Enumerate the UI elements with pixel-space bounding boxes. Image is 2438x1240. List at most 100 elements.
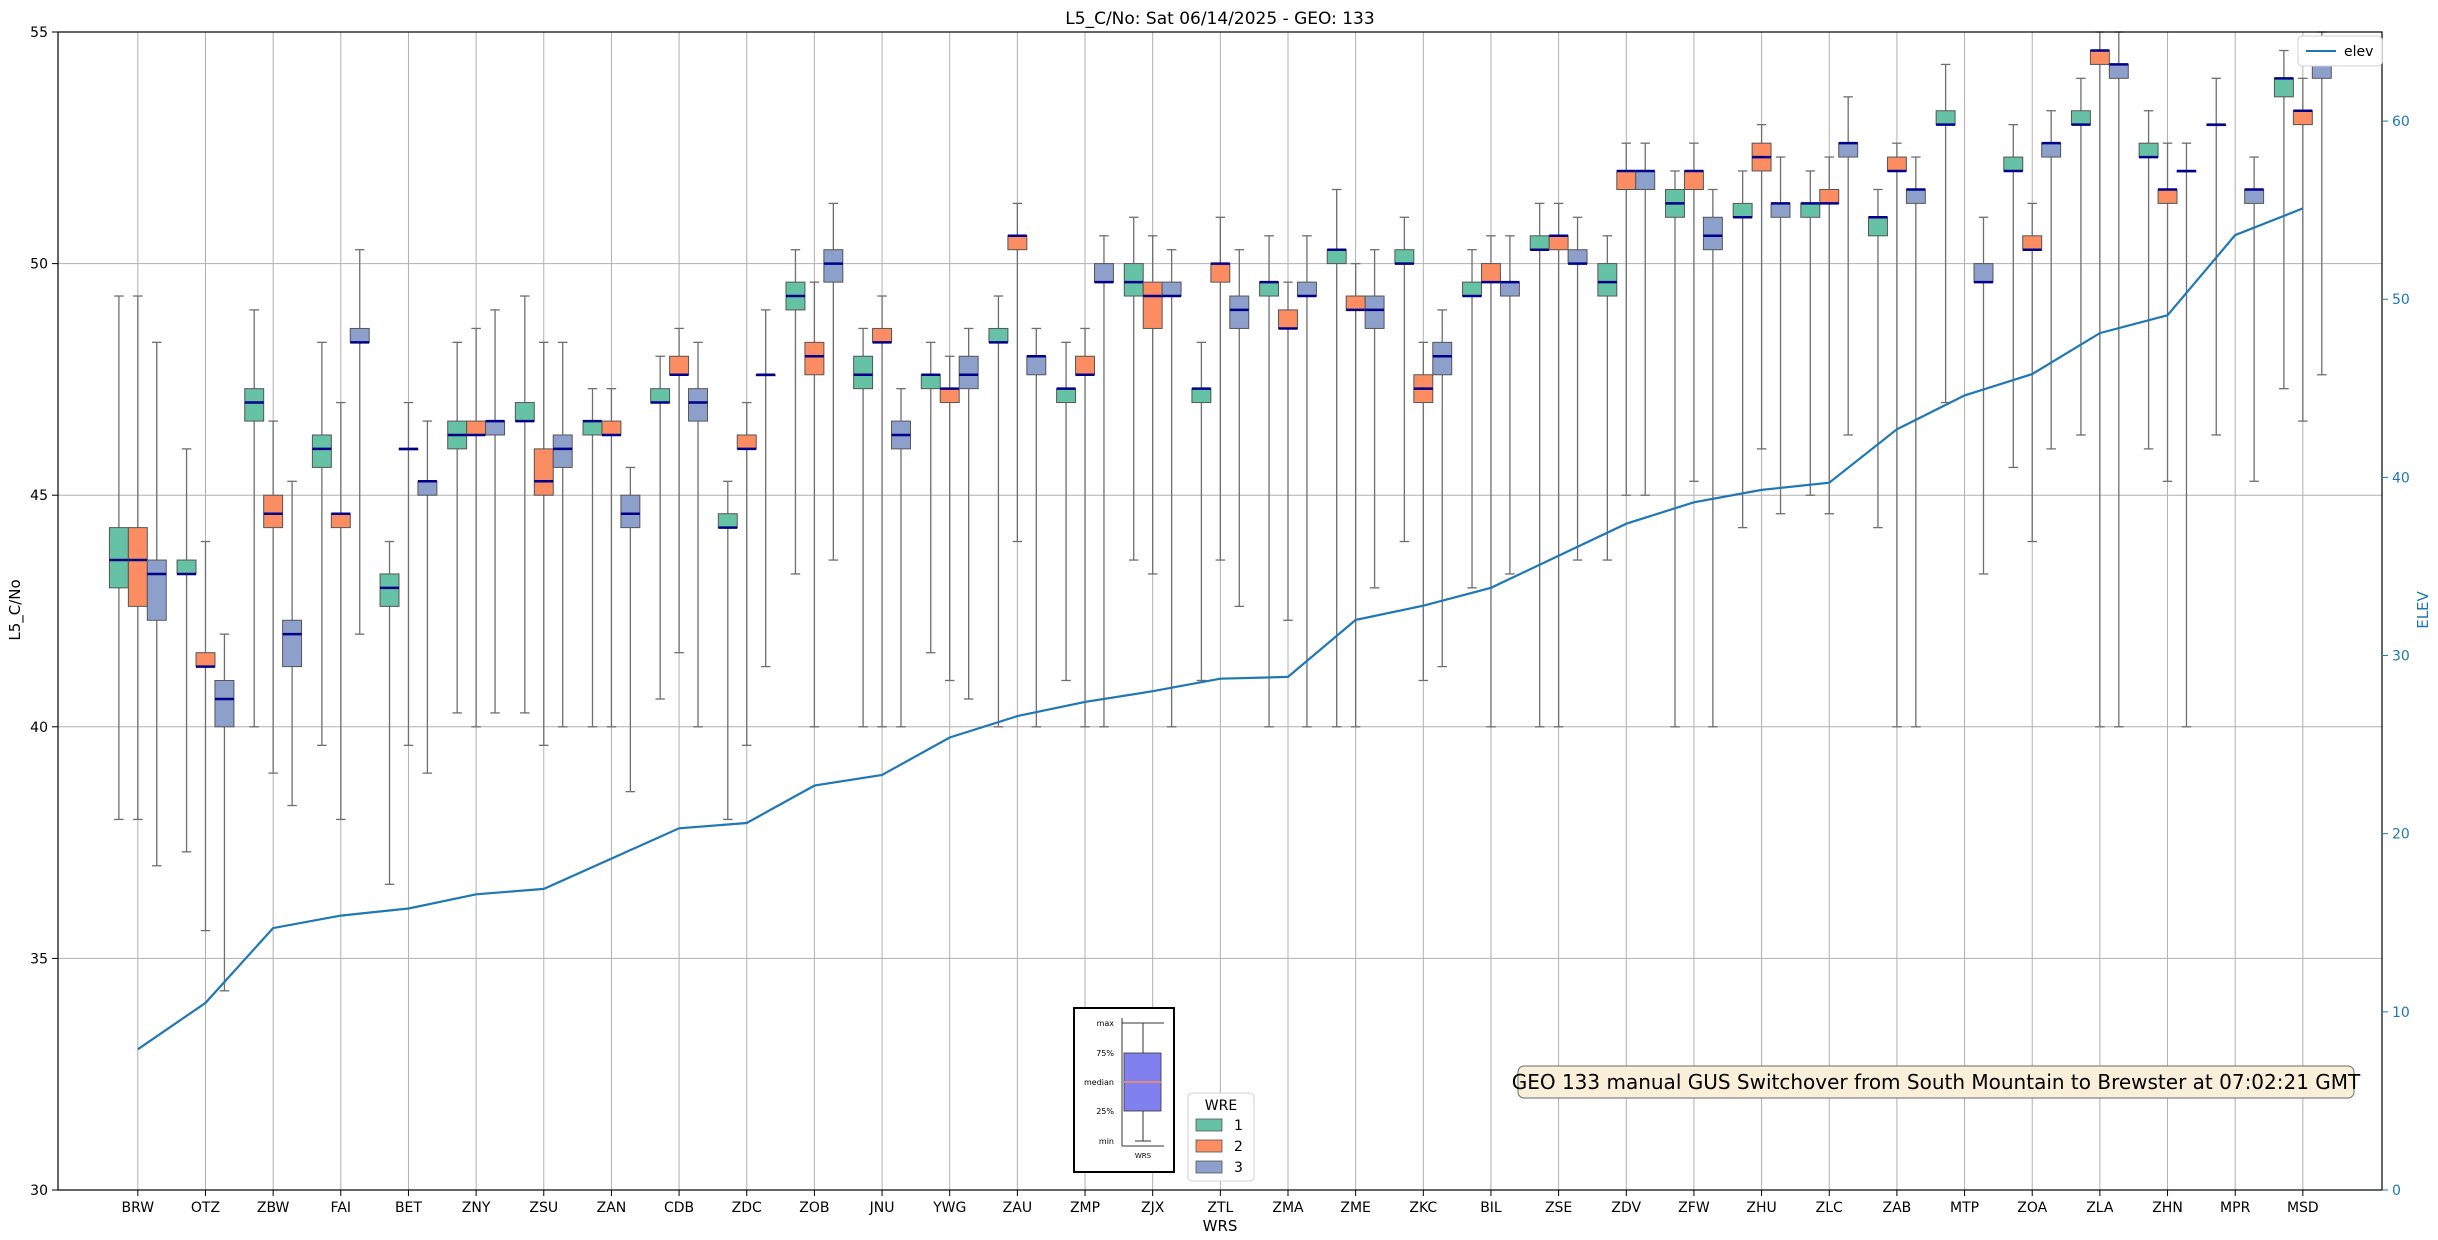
box-wre2-zjx [1142, 235, 1163, 575]
box-iqr [1123, 263, 1144, 297]
box-wre3-fai [349, 249, 370, 635]
box-wre2-zab [1886, 142, 1907, 728]
wre-legend-label-2: 2 [1234, 1139, 1243, 1155]
box-wre2-zau [1007, 202, 1028, 543]
x-tick-label: JNU [869, 1200, 895, 1216]
box-iqr [736, 434, 757, 450]
box-wre3-zme [1364, 249, 1385, 589]
box-iqr [1905, 188, 1926, 204]
inset-label-min: min [1099, 1137, 1114, 1146]
box-iqr [2041, 142, 2062, 158]
box-iqr [1548, 235, 1569, 251]
x-tick-label: MTP [1950, 1200, 1979, 1216]
box-wre1-zbw [244, 309, 265, 728]
box-iqr [1800, 202, 1821, 218]
box-iqr [717, 513, 738, 529]
wre-legend: WRE 1 2 3 [1187, 1092, 1255, 1182]
box-iqr [195, 652, 216, 668]
box-iqr [620, 494, 641, 529]
box-iqr [2022, 235, 2043, 251]
box-iqr [1597, 263, 1618, 297]
box-wre1-jnu [853, 327, 874, 728]
box-iqr [1161, 281, 1182, 297]
box-wre3-zlc [1838, 96, 1859, 436]
box-iqr [1838, 142, 1859, 158]
box-wre1-zdc [717, 480, 738, 821]
box-iqr [311, 434, 332, 468]
y-tick-label: 30 [30, 1183, 48, 1199]
box-wre1-zoa [2003, 123, 2024, 469]
box-iqr [988, 327, 1009, 343]
box-iqr [108, 527, 129, 589]
box-wre3-zny [485, 309, 506, 714]
box-wre2-zmp [1075, 327, 1095, 728]
x-tick-label: CDB [664, 1200, 694, 1216]
box-wre3-zjx [1161, 249, 1182, 728]
y2-tick-label: 0 [2392, 1183, 2401, 1199]
box-wre2-ywg [939, 355, 960, 682]
x-tick-label: ZOA [2017, 1200, 2047, 1216]
y2-tick-label: 30 [2392, 649, 2410, 665]
x-tick-label: ZSE [1545, 1200, 1572, 1216]
box-wre3-zla [2108, 31, 2129, 728]
box-wre1-zfw [1665, 170, 1685, 728]
box-iqr [466, 420, 487, 436]
elev-line [137, 207, 2304, 1051]
box-wre2-zbw [263, 420, 284, 774]
y-tick-label: 50 [30, 257, 48, 273]
box-wre2-zkc [1413, 341, 1434, 682]
y2-tick-label: 10 [2392, 1005, 2410, 1021]
box-iqr [1296, 281, 1317, 297]
box-wre2-cdb [669, 327, 690, 654]
box-iqr [379, 573, 400, 607]
box-wre3-ywg [958, 327, 979, 700]
y2-tick-label: 50 [2392, 292, 2410, 308]
wre-legend-label-1: 1 [1234, 1118, 1243, 1134]
box-iqr [2157, 188, 2178, 204]
box-iqr [244, 388, 265, 422]
switchover-annotation: GEO 133 manual GUS Switchover from South… [1512, 1065, 2361, 1099]
box-iqr [1935, 110, 1956, 126]
box-iqr [601, 420, 622, 436]
box-wre1-ywg [920, 341, 941, 654]
box-wre2-zse [1548, 202, 1569, 728]
y-tick-label: 40 [30, 720, 48, 736]
box-iqr [2273, 77, 2294, 98]
annotation-text: GEO 133 manual GUS Switchover from South… [1512, 1070, 2361, 1094]
x-tick-label: MSD [2287, 1200, 2319, 1216]
box-wre2-zan [601, 388, 622, 728]
box-wre3-zoa [2041, 110, 2062, 450]
box-wre1-mpr [2206, 77, 2227, 436]
box-wre1-brw [108, 295, 129, 821]
x-tick-label: ZJX [1141, 1200, 1165, 1216]
x-tick-label: ZAN [597, 1200, 627, 1216]
box-iqr [1142, 281, 1163, 329]
x-tick-label: ZHN [2152, 1200, 2183, 1216]
box-iqr [1364, 295, 1385, 329]
box-wre2-ztl [1210, 216, 1231, 561]
inset-label-q3: 75% [1096, 1049, 1114, 1058]
box-iqr [2292, 110, 2313, 126]
box-wre3-zmp [1093, 235, 1114, 728]
box-wre1-msd [2273, 49, 2294, 390]
box-wre2-zla [2089, 31, 2110, 728]
box-wre2-zlc [1819, 156, 1840, 515]
box-iqr [920, 374, 941, 390]
box-wre3-zsu [552, 341, 573, 728]
box-iqr [1191, 388, 1212, 404]
wre-legend-swatch-2 [1195, 1139, 1223, 1153]
box-iqr [1462, 281, 1482, 297]
elev-layer [137, 207, 2304, 1051]
box-iqr [1210, 263, 1231, 283]
box-wre3-jnu [891, 388, 911, 728]
box-wre2-msd [2292, 77, 2313, 422]
x-tick-label: ZLC [1816, 1200, 1843, 1216]
box-wre3-mtp [1973, 216, 1994, 575]
x-tick-label: ZAB [1883, 1200, 1912, 1216]
box-wre2-zny [466, 327, 487, 728]
box-iqr [1616, 170, 1637, 190]
box-iqr [214, 679, 235, 728]
box-wre1-zob [785, 249, 806, 575]
box-wre3-otz [214, 633, 235, 992]
box-iqr [1499, 281, 1520, 297]
